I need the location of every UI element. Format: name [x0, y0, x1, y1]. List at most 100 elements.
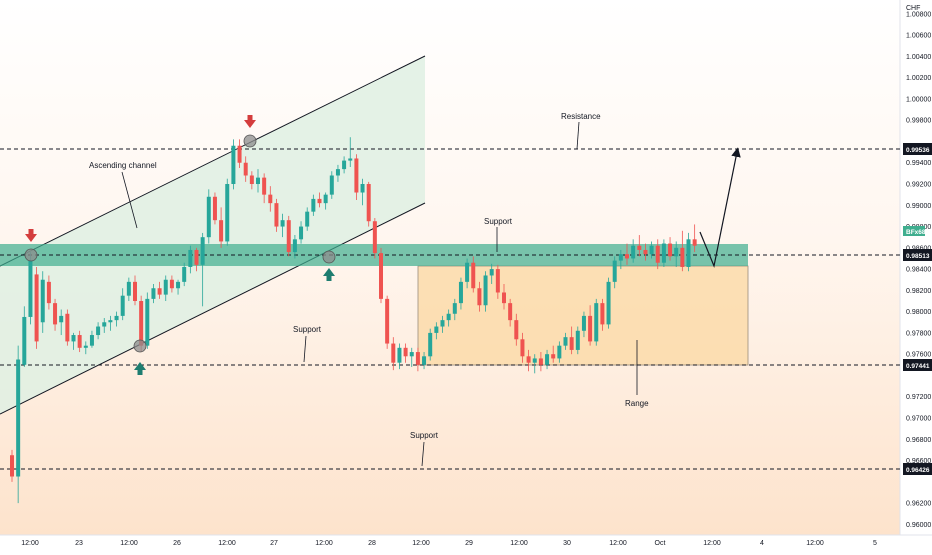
- candle-body[interactable]: [545, 354, 550, 365]
- candle-body[interactable]: [231, 145, 236, 185]
- candle-body[interactable]: [631, 245, 636, 259]
- candle-body[interactable]: [379, 253, 383, 299]
- candle-body[interactable]: [428, 332, 433, 357]
- candle-body[interactable]: [563, 337, 568, 346]
- candle-body[interactable]: [256, 177, 260, 185]
- candle-body[interactable]: [206, 196, 211, 238]
- candle-body[interactable]: [169, 279, 174, 289]
- candle-body[interactable]: [28, 260, 33, 317]
- candle-body[interactable]: [212, 196, 217, 221]
- candle-body[interactable]: [637, 245, 642, 250]
- candle-body[interactable]: [280, 220, 285, 227]
- candle-body[interactable]: [274, 203, 279, 227]
- candle-body[interactable]: [502, 292, 506, 304]
- candle-body[interactable]: [16, 359, 21, 477]
- candle-body[interactable]: [96, 326, 101, 336]
- candle-body[interactable]: [342, 160, 347, 170]
- candle-body[interactable]: [163, 279, 168, 295]
- candle-body[interactable]: [471, 262, 476, 289]
- candle-body[interactable]: [354, 158, 359, 193]
- candle-body[interactable]: [249, 175, 254, 185]
- candle-body[interactable]: [446, 313, 451, 321]
- channel-upper-line[interactable]: [0, 55, 426, 267]
- candle-body[interactable]: [514, 320, 519, 340]
- candle-body[interactable]: [649, 245, 654, 255]
- candle-body[interactable]: [200, 237, 205, 265]
- candle-body[interactable]: [366, 184, 371, 222]
- candle-body[interactable]: [465, 262, 470, 282]
- candle-body[interactable]: [372, 221, 377, 254]
- candle-body[interactable]: [588, 315, 593, 342]
- candle-body[interactable]: [151, 288, 156, 299]
- candle-body[interactable]: [299, 226, 304, 240]
- candle-body[interactable]: [606, 281, 611, 325]
- candle-body[interactable]: [120, 295, 125, 316]
- candle-body[interactable]: [495, 269, 500, 293]
- candle-body[interactable]: [182, 266, 187, 282]
- candle-body[interactable]: [581, 315, 586, 331]
- candle-body[interactable]: [348, 158, 353, 161]
- candle-body[interactable]: [655, 245, 660, 263]
- candle-body[interactable]: [46, 281, 51, 304]
- candle-body[interactable]: [40, 279, 45, 323]
- candle-body[interactable]: [551, 354, 556, 359]
- candle-body[interactable]: [102, 322, 107, 327]
- candle-body[interactable]: [434, 326, 439, 333]
- candle-body[interactable]: [569, 337, 574, 350]
- candle-body[interactable]: [575, 330, 580, 350]
- candle-body[interactable]: [305, 211, 310, 227]
- candle-body[interactable]: [335, 169, 340, 176]
- candle-body[interactable]: [674, 247, 679, 257]
- candle-body[interactable]: [34, 274, 39, 342]
- candle-body[interactable]: [89, 335, 94, 346]
- candle-body[interactable]: [612, 260, 617, 282]
- candle-body[interactable]: [176, 281, 181, 289]
- candle-body[interactable]: [557, 345, 562, 359]
- candle-body[interactable]: [643, 249, 648, 255]
- candle-body[interactable]: [323, 194, 328, 204]
- candle-body[interactable]: [59, 315, 64, 323]
- candle-body[interactable]: [397, 347, 402, 363]
- candle-body[interactable]: [237, 145, 242, 163]
- candle-body[interactable]: [692, 239, 697, 246]
- candle-body[interactable]: [458, 281, 463, 304]
- candle-body[interactable]: [403, 347, 408, 357]
- candle-body[interactable]: [594, 303, 599, 342]
- candle-body[interactable]: [77, 335, 82, 348]
- candle-body[interactable]: [477, 288, 482, 306]
- candle-body[interactable]: [625, 254, 629, 259]
- candle-body[interactable]: [262, 177, 267, 195]
- candle-body[interactable]: [422, 356, 427, 365]
- candle-body[interactable]: [114, 315, 119, 321]
- candle-body[interactable]: [538, 358, 543, 365]
- candle-body[interactable]: [618, 254, 623, 261]
- candle-body[interactable]: [65, 313, 70, 342]
- candle-body[interactable]: [225, 184, 230, 242]
- candle-body[interactable]: [243, 162, 248, 176]
- candle-body[interactable]: [219, 220, 224, 242]
- candle-body[interactable]: [108, 320, 113, 323]
- channel-lower-line[interactable]: [0, 202, 426, 415]
- candle-body[interactable]: [10, 455, 14, 477]
- candle-body[interactable]: [188, 249, 193, 267]
- candle-body[interactable]: [452, 303, 457, 314]
- candle-body[interactable]: [22, 316, 27, 365]
- candle-body[interactable]: [286, 220, 291, 253]
- candle-body[interactable]: [526, 356, 531, 363]
- candle-body[interactable]: [311, 198, 316, 212]
- candle-body[interactable]: [600, 303, 605, 325]
- candle-body[interactable]: [686, 239, 691, 267]
- candle-body[interactable]: [83, 345, 88, 348]
- candle-body[interactable]: [508, 303, 513, 321]
- candle-body[interactable]: [483, 275, 488, 306]
- candle-body[interactable]: [661, 243, 666, 263]
- candle-body[interactable]: [385, 298, 390, 344]
- candle-body[interactable]: [133, 281, 137, 302]
- candle-body[interactable]: [409, 352, 414, 357]
- candle-body[interactable]: [53, 303, 58, 325]
- candle-body[interactable]: [415, 352, 420, 365]
- candle-body[interactable]: [145, 298, 150, 346]
- candle-body[interactable]: [268, 194, 273, 204]
- candle-body[interactable]: [489, 269, 494, 276]
- candle-body[interactable]: [194, 249, 199, 265]
